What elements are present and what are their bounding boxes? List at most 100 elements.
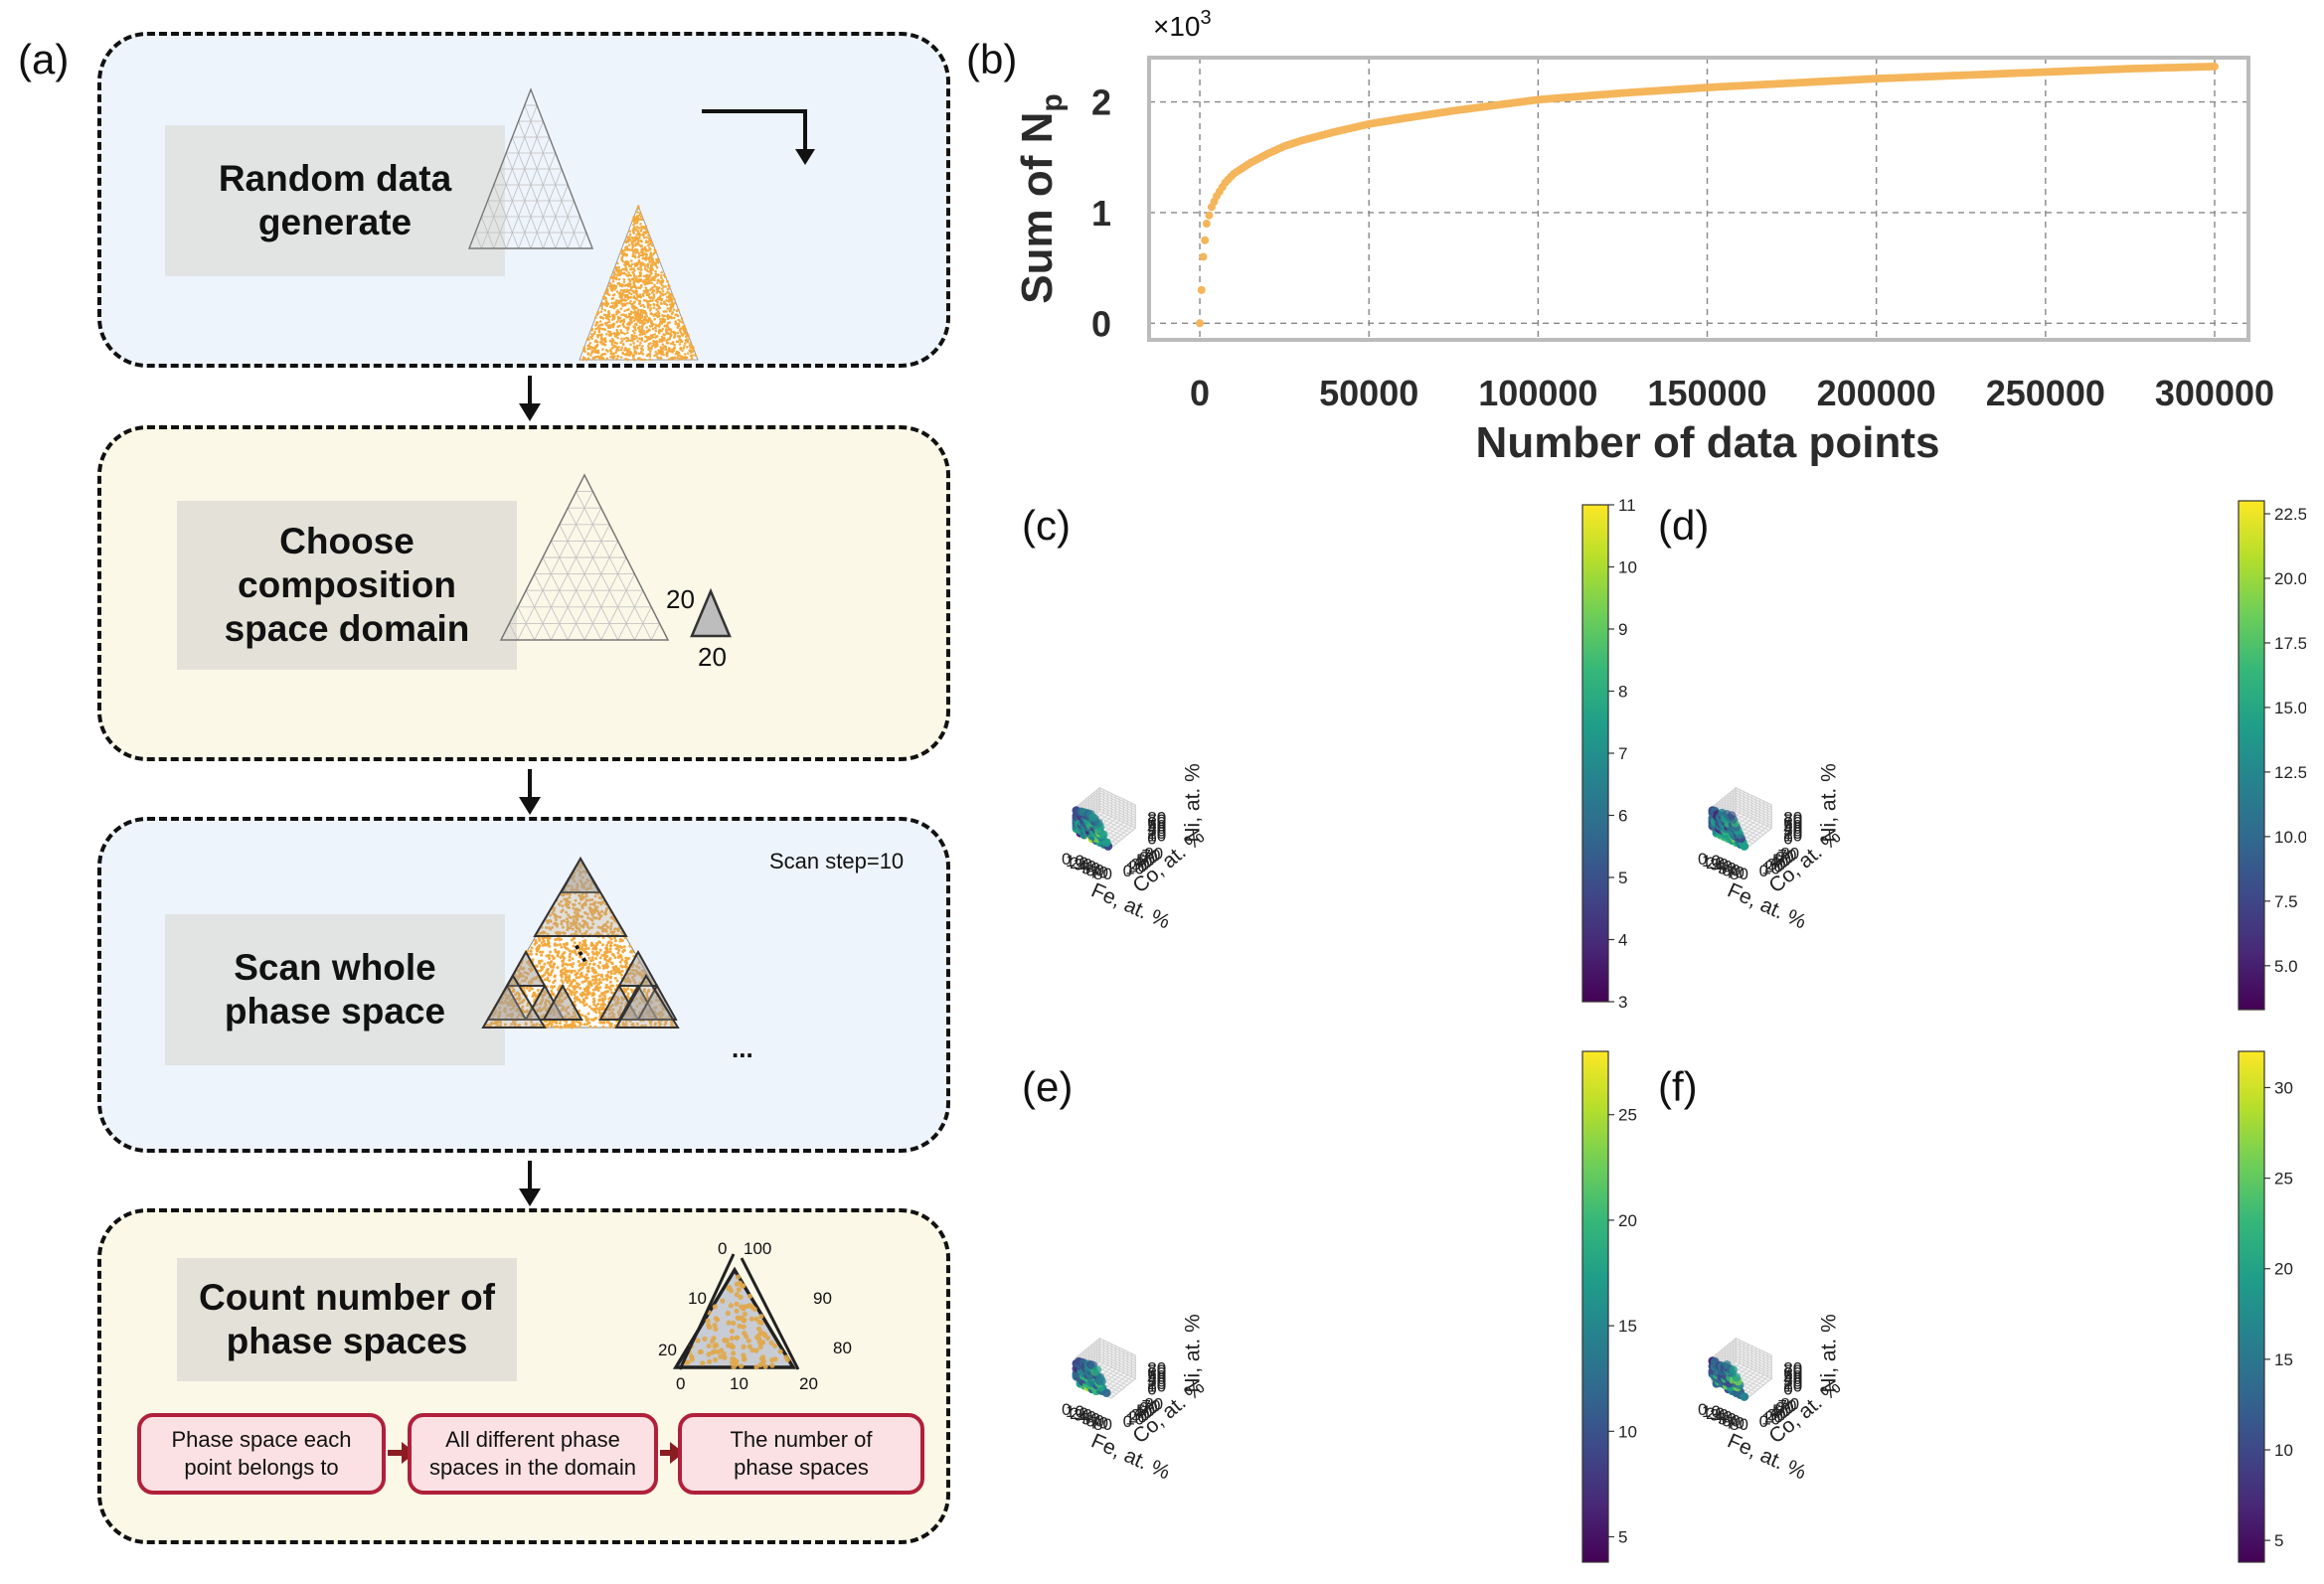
ternary-data-point [622,325,626,328]
ternary-data-point [632,290,635,294]
ternary-data-point [612,917,616,921]
ternary-data-point [606,925,610,929]
ternary-outline [499,473,670,641]
ternary-data-point [603,955,607,959]
ternary-data-point [710,1349,716,1355]
ternary-data-point [666,307,670,310]
ternary-data-point [650,243,654,247]
ternary-data-point [649,247,652,251]
ternary-data-point [620,958,624,962]
colorbar-tick-label: 20 [2274,1260,2293,1279]
ternary-data-point [643,358,646,362]
ternary-data-point [551,911,555,915]
ternary-data-point [594,345,598,349]
data-point [1732,1372,1742,1382]
ternary-data-point [621,289,625,292]
ternary-data-point [722,1354,728,1360]
y-tick-label: 40 [1769,853,1788,871]
ternary-data-point [646,329,650,333]
ternary-data-point [631,253,635,256]
ternary-data-point [644,240,648,244]
ternary-data-point [581,919,585,923]
ternary-data-point [584,358,588,362]
ternary-data-point [619,307,623,311]
ternary-data-point [603,352,607,356]
ternary-data-point [610,347,614,350]
data-point [1098,830,1108,840]
ternary-data-point [609,972,613,976]
ternary-data-point [642,305,646,309]
ternary-data-point [577,983,581,987]
step1-ternary-diagrams [467,87,815,362]
ternary-data-point [754,1335,760,1341]
ternary-data-point [674,320,677,323]
ternary-data-point [637,218,641,221]
ternary-data-point [635,347,639,350]
ternary-data-point [585,966,589,970]
ternary-data-point [657,306,661,310]
z-tick-label: 80 [1783,809,1802,828]
ternary-data-point [621,351,624,355]
ternary-data-point [606,965,610,969]
ternary-data-point [571,957,575,961]
ternary-data-point [592,1008,596,1012]
ternary-grid-line [576,491,652,641]
ternary-data-point [772,1343,778,1348]
ternary-data-point [619,319,623,323]
ternary-data-point [666,317,670,321]
ternary-data-point [636,280,640,284]
ternary-data-point [615,290,619,293]
ternary-data-point [605,978,609,982]
down-arrow-1 [519,376,541,421]
ternary-grid-line [555,200,575,249]
ternary-data-point [554,922,558,926]
ternary-data-point [644,312,648,316]
ternary-data-point [581,925,585,929]
ternary-data-point [590,327,594,331]
ternary-data-point [555,1021,559,1025]
ternary-data-point [535,1023,539,1027]
ternary-data-point [636,239,640,243]
ternary-data-point [679,347,683,351]
ternary-data-point [644,249,648,253]
ternary-data-point [663,1023,667,1027]
data-point [1727,811,1737,820]
step2-title-card: Choose composition space domain [177,501,517,670]
ternary-data-point [585,912,589,916]
ternary-data-point [720,1298,726,1304]
ternary-data-point [559,955,563,959]
grid-line [1099,1352,1136,1371]
ternary-data-point [625,339,628,343]
ternary-data-point [631,219,635,223]
ternary-data-point [568,915,572,919]
ternary-data-point [620,300,623,303]
grid-line [1736,787,1772,806]
ternary-data-point [644,278,648,281]
ternary-outline [467,87,594,249]
ternary-data-point [608,927,612,931]
ternary-data-point [553,979,557,983]
ternary-data-point [626,297,630,300]
ternary-data-point [605,943,609,947]
ternary-data-point [643,332,646,336]
ternary-data-point [633,255,637,259]
x-axis-label: Fe, at. % [1724,1429,1809,1484]
y-tick-label: 0 [1759,1412,1768,1431]
grid-line [1743,826,1768,847]
z-tick-label: 60 [1783,814,1802,833]
ternary-data-point [608,330,612,334]
ternary-data-point [607,959,611,963]
step1-title-line1: Random data [218,158,452,199]
ternary-data-point [609,355,612,359]
scan-window-triangle [614,974,680,1029]
ternary-data-point [671,311,675,314]
ternary-data-point [568,955,572,959]
ternary-data-point [726,1285,733,1291]
chart-b-xtick-label: 0 [1190,373,1210,413]
ternary-data-point [542,965,546,969]
flow-box-1-line2: point belongs to [184,1455,339,1480]
ternary-data-point [543,978,547,982]
ternary-data-point [649,288,652,291]
ternary-data-point [572,902,576,906]
ternary-data-point [627,263,631,267]
